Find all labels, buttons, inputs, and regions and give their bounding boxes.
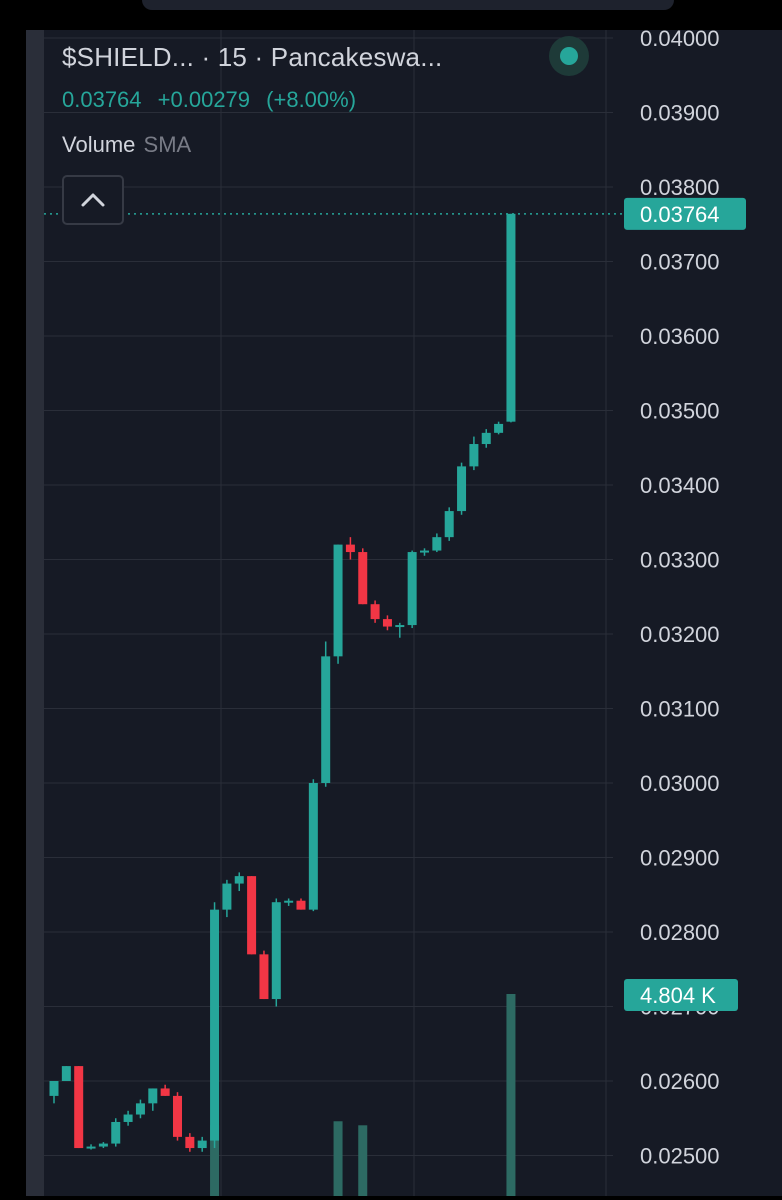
- price-axis-label: 0.03500: [640, 399, 720, 424]
- left-edge-strip: [26, 30, 44, 1196]
- candle-body: [247, 876, 257, 955]
- candle-body: [222, 883, 232, 910]
- status-dot-icon: [549, 36, 589, 76]
- price-axis-label: 0.03300: [640, 548, 720, 573]
- top-bezel: [142, 0, 674, 10]
- candle-body: [173, 1095, 182, 1137]
- collapse-legend-button[interactable]: [62, 175, 124, 225]
- candle-body: [135, 1103, 145, 1115]
- price-axis-label: 0.03600: [640, 324, 720, 349]
- candle-body: [481, 432, 491, 445]
- candle-body: [432, 537, 442, 551]
- candle-body: [444, 511, 454, 538]
- price-axis-label: 0.02500: [640, 1144, 720, 1169]
- price-axis-label: 0.03200: [640, 622, 720, 647]
- volume-bar: [210, 1125, 220, 1196]
- candle-body: [308, 783, 318, 910]
- price-axis-label: 0.03700: [640, 250, 720, 275]
- price-axis-label: 0.03900: [640, 101, 720, 126]
- candle-body: [407, 552, 417, 626]
- candle-body: [333, 544, 343, 657]
- price-axis-label: 0.03100: [640, 697, 720, 722]
- price-axis-label: 0.02800: [640, 920, 720, 945]
- indicator-name: Volume: [62, 132, 136, 157]
- candle-body: [98, 1143, 108, 1147]
- volume-bar: [506, 994, 516, 1196]
- price-axis-label: 0.03400: [640, 473, 720, 498]
- candle-body: [259, 954, 269, 1000]
- candle-body: [321, 656, 331, 783]
- price-change: +0.00279: [157, 87, 251, 112]
- volume-indicator-legend[interactable]: Volume SMA: [62, 132, 191, 158]
- candle-body: [197, 1140, 207, 1149]
- chevron-up-icon: [81, 193, 105, 207]
- price-legend: 0.03764 +0.00279 (+8.00%): [62, 87, 366, 113]
- price-chart[interactable]: 0.04000 0.03900 0.03800 0.03700 0.03600 0.035…: [26, 30, 782, 1196]
- volume-bar: [358, 1125, 368, 1196]
- candle-body: [506, 213, 516, 422]
- candle-body: [210, 909, 220, 1141]
- chart-panel[interactable]: 0.04000 0.03900 0.03800 0.03700 0.03600 0.035…: [26, 30, 782, 1196]
- candle-body: [185, 1136, 195, 1149]
- price-axis-label: 0.03800: [640, 175, 720, 200]
- volume-tag: [624, 979, 738, 1011]
- candle-body: [382, 619, 392, 627]
- price-axis-label: 0.04000: [640, 30, 720, 51]
- price-change-percent: (+8.00%): [266, 87, 357, 112]
- candle-body: [494, 423, 504, 433]
- candle-body: [420, 550, 429, 553]
- candle-body: [86, 1146, 96, 1149]
- candle-body: [296, 900, 306, 910]
- price-axis-label: 0.02900: [640, 846, 720, 871]
- candle-body: [271, 902, 281, 1000]
- candle-body: [469, 444, 479, 467]
- candle-body: [395, 625, 405, 628]
- candle-body: [358, 552, 368, 605]
- price-axis-label: 0.02600: [640, 1069, 720, 1094]
- last-price-tag: [624, 197, 746, 230]
- candle-body: [234, 876, 244, 884]
- candle-body: [345, 544, 355, 553]
- last-price-tag-label: 0.03764: [640, 202, 720, 227]
- candle-body: [148, 1088, 158, 1104]
- candle-body: [457, 466, 467, 512]
- candle-body: [111, 1121, 121, 1144]
- candle-body: [49, 1081, 59, 1096]
- candle-body: [160, 1088, 170, 1096]
- symbol-title[interactable]: $SHIELD... · 15 · Pancakeswa...: [62, 42, 443, 72]
- last-price: 0.03764: [62, 87, 142, 112]
- price-axis-label: 0.03000: [640, 771, 720, 796]
- candle-body: [370, 604, 380, 620]
- candle-body: [284, 900, 294, 903]
- indicator-param: SMA: [143, 132, 192, 157]
- candle-body: [74, 1066, 84, 1149]
- candle-body: [61, 1066, 71, 1081]
- volume-tag-label: 4.804 K: [640, 983, 716, 1008]
- volume-bar: [333, 1121, 343, 1196]
- candle-body: [123, 1114, 133, 1122]
